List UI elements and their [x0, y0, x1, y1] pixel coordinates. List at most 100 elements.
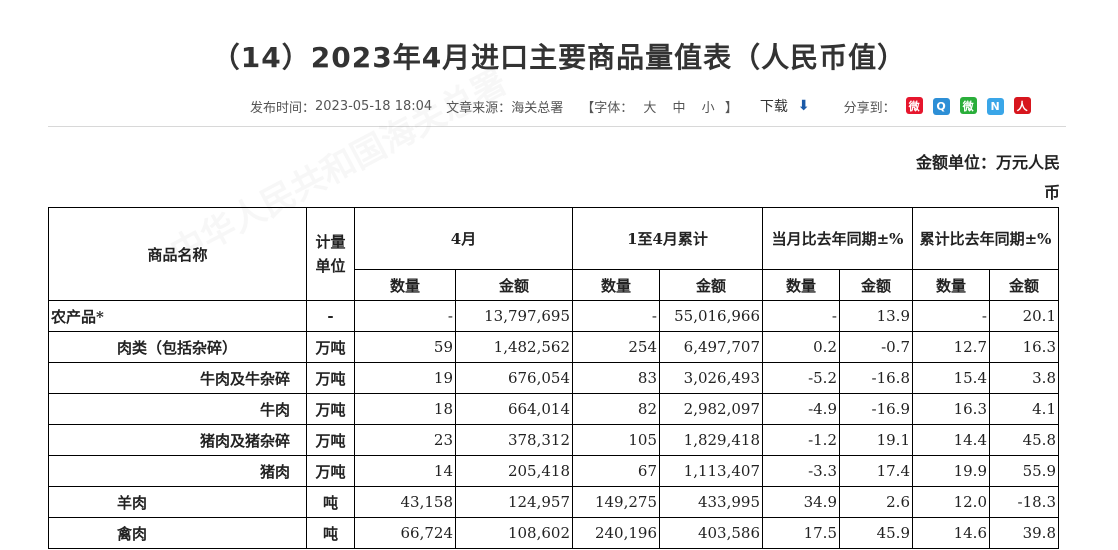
- header-month-amount: 金额: [455, 269, 573, 301]
- header-yoy-month: 当月比去年同期±%: [762, 207, 913, 270]
- font-small-button[interactable]: 小: [701, 100, 715, 116]
- page-title: （14）2023年4月进口主要商品量值表（人民币值）: [211, 41, 907, 74]
- amount-unit-note: 金额单位：万元人民币: [915, 153, 1060, 202]
- cell-yc-qty: 15.4: [912, 362, 990, 394]
- wechat-icon[interactable]: 微: [959, 97, 977, 115]
- header-month-qty: 数量: [354, 269, 456, 301]
- article-meta: 发布时间： 2023-05-18 18:04 文章来源： 海关总署 【字体： 大…: [250, 96, 1031, 116]
- cell-m-amt: 1,482,562: [455, 331, 573, 363]
- cell-m-qty: 18: [354, 393, 456, 425]
- table-row: 牛肉 万吨 18 664,014 82 2,982,097 -4.9 -16.9 16.3 4.1: [48, 393, 1059, 425]
- commodity-name: 羊肉: [48, 486, 307, 518]
- measure-unit: 万吨: [306, 393, 355, 425]
- import-table: 商品名称 计量单位 4月 1至4月累计 当月比去年同期±% 累计比去年同期±% …: [48, 207, 1059, 549]
- cell-yc-amt: 45.8: [989, 424, 1059, 456]
- cell-m-qty: 43,158: [354, 486, 456, 518]
- divider: [48, 126, 1066, 127]
- download-label: 下载: [759, 99, 788, 115]
- commodity-name: 猪肉: [48, 455, 307, 487]
- cell-ym-qty: -1.2: [762, 424, 840, 456]
- qq-icon[interactable]: N: [986, 97, 1004, 115]
- cell-m-qty: 59: [354, 331, 456, 363]
- cell-m-qty: 23: [354, 424, 456, 456]
- cell-ym-qty: -5.2: [762, 362, 840, 394]
- cell-ym-qty: 17.5: [762, 517, 840, 549]
- font-medium-button[interactable]: 中: [672, 100, 686, 116]
- cell-ym-qty: -4.9: [762, 393, 840, 425]
- table-row: 羊肉吨 43,158 124,957 149,275 433,995 34.9 2.6 12.…: [48, 486, 1059, 518]
- cell-yc-qty: 16.3: [912, 393, 990, 425]
- cell-m-qty: -: [354, 300, 456, 332]
- cell-yc-amt: 55.9: [989, 455, 1059, 487]
- table-row: 农产品* - -13,797,695-55,016,966-13.9-20.1: [48, 300, 1059, 332]
- cell-yc-qty: 12.7: [912, 331, 990, 363]
- cell-ym-amt: -16.9: [839, 393, 913, 425]
- cell-ym-qty: -3.3: [762, 455, 840, 487]
- table-row: 禽肉吨 66,724 108,602 240,196 403,586 17.5 45.9 14…: [48, 517, 1059, 549]
- qzone-icon[interactable]: Q: [932, 97, 950, 115]
- header-month: 4月: [354, 207, 573, 270]
- cell-ym-qty: -: [762, 300, 840, 332]
- cell-c-amt: 6,497,707: [659, 331, 763, 363]
- font-large-button[interactable]: 大: [643, 100, 657, 116]
- measure-unit: 万吨: [306, 424, 355, 456]
- cell-c-amt: 2,982,097: [659, 393, 763, 425]
- cell-c-amt: 1,829,418: [659, 424, 763, 456]
- header-cum-qty: 数量: [572, 269, 660, 301]
- header-cumulative: 1至4月累计: [572, 207, 763, 270]
- measure-unit: 万吨: [306, 455, 355, 487]
- table-row: 猪肉及猪杂碎 万吨 23 378,312 105 1,829,418 -1.2 19.1 14.…: [48, 424, 1059, 456]
- measure-unit: 吨: [306, 517, 355, 549]
- cell-yc-qty: -: [912, 300, 990, 332]
- cell-ym-qty: 0.2: [762, 331, 840, 363]
- cell-ym-amt: 45.9: [839, 517, 913, 549]
- download-link[interactable]: 下载 ⬇: [760, 96, 810, 116]
- header-unit: 计量单位: [306, 207, 355, 301]
- cell-m-amt: 108,602: [455, 517, 573, 549]
- measure-unit: 万吨: [306, 331, 355, 363]
- cell-ym-amt: -16.8: [839, 362, 913, 394]
- cell-m-amt: 378,312: [455, 424, 573, 456]
- cell-yc-amt: 20.1: [989, 300, 1059, 332]
- cell-c-qty: 82: [572, 393, 660, 425]
- cell-c-amt: 433,995: [659, 486, 763, 518]
- cell-yc-qty: 14.4: [912, 424, 990, 456]
- commodity-name: 农产品*: [48, 300, 307, 332]
- cell-m-qty: 19: [354, 362, 456, 394]
- cell-c-qty: -: [572, 300, 660, 332]
- cell-c-qty: 105: [572, 424, 660, 456]
- cell-c-qty: 240,196: [572, 517, 660, 549]
- header-yoy-cumulative: 累计比去年同期±%: [912, 207, 1059, 270]
- measure-unit: 吨: [306, 486, 355, 518]
- cell-m-amt: 676,054: [455, 362, 573, 394]
- commodity-name: 肉类（包括杂碎）: [48, 331, 307, 363]
- commodity-name: 牛肉及牛杂碎: [48, 362, 307, 394]
- measure-unit: 万吨: [306, 362, 355, 394]
- cell-c-qty: 149,275: [572, 486, 660, 518]
- cell-m-amt: 13,797,695: [455, 300, 573, 332]
- cell-yc-amt: 39.8: [989, 517, 1059, 549]
- cell-yc-amt: 3.8: [989, 362, 1059, 394]
- cell-c-qty: 67: [572, 455, 660, 487]
- table-row: 牛肉及牛杂碎 万吨 19 676,054 83 3,026,493 -5.2 -16.8 15.…: [48, 362, 1059, 394]
- cell-m-amt: 124,957: [455, 486, 573, 518]
- measure-unit: -: [306, 300, 355, 332]
- cell-ym-amt: 2.6: [839, 486, 913, 518]
- cell-c-amt: 55,016,966: [659, 300, 763, 332]
- cell-ym-amt: 19.1: [839, 424, 913, 456]
- publish-time: 2023-05-18 18:04: [315, 98, 433, 114]
- cell-c-amt: 403,586: [659, 517, 763, 549]
- cell-yc-qty: 14.6: [912, 517, 990, 549]
- cell-c-qty: 254: [572, 331, 660, 363]
- share-label: 分享到：: [843, 100, 896, 116]
- cell-yc-amt: 16.3: [989, 331, 1059, 363]
- cell-ym-amt: 13.9: [839, 300, 913, 332]
- weibo-icon[interactable]: 微: [905, 97, 923, 115]
- table-row: 猪肉 万吨 14 205,418 67 1,113,407 -3.3 17.4 19.9 55.9: [48, 455, 1059, 487]
- source-value: 海关总署: [511, 100, 564, 116]
- renren-icon[interactable]: 人: [1013, 97, 1031, 115]
- cell-c-amt: 3,026,493: [659, 362, 763, 394]
- header-cum-amount: 金额: [659, 269, 763, 301]
- cell-yc-amt: -18.3: [989, 486, 1059, 518]
